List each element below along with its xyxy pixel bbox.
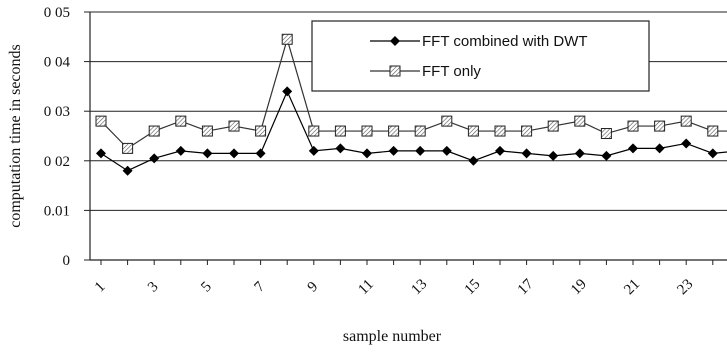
- x-tick-label: 21: [621, 276, 643, 298]
- x-tick-label: 7: [251, 279, 268, 296]
- legend: FFT combined with DWT FFT only: [312, 21, 649, 91]
- x-tick-label: 1: [92, 279, 109, 296]
- fft-only-point: [123, 143, 133, 153]
- legend-marker-fft-only: [390, 66, 400, 76]
- x-tick-label: 3: [145, 279, 162, 296]
- fft-only-point: [282, 34, 292, 44]
- x-tick-label: 17: [515, 276, 537, 298]
- fft-dwt-point: [495, 146, 505, 156]
- fft-dwt-point: [309, 146, 319, 156]
- fft-dwt-point: [522, 148, 532, 158]
- fft-dwt-point: [601, 151, 611, 161]
- fft-dwt-point: [575, 148, 585, 158]
- fft-dwt-point: [335, 143, 345, 153]
- x-tick-label: 11: [355, 276, 377, 298]
- fft-dwt-point: [176, 146, 186, 156]
- fft-only-point: [548, 121, 558, 131]
- fft-only-point: [522, 126, 532, 136]
- fft-only-point: [655, 121, 665, 131]
- legend-box: [312, 21, 649, 91]
- y-tick-label: 0.01: [44, 203, 70, 219]
- fft-only-point: [468, 126, 478, 136]
- fft-only-point: [495, 126, 505, 136]
- y-tick-label: 0: [63, 253, 71, 269]
- x-tick-label: 5: [198, 279, 215, 296]
- x-tick-label: 9: [305, 279, 322, 296]
- fft-only-point: [601, 129, 611, 139]
- fft-only-point: [389, 126, 399, 136]
- fft-dwt-point: [149, 153, 159, 163]
- x-axis-title: sample number: [343, 328, 442, 345]
- x-tick-label: 19: [568, 276, 590, 298]
- x-tick-label: 15: [462, 276, 484, 298]
- fft-only-point: [575, 116, 585, 126]
- fft-only-point: [149, 126, 159, 136]
- fft-dwt-point: [362, 148, 372, 158]
- fft-dwt-point: [442, 146, 452, 156]
- y-axis-title: computation time in seconds: [7, 44, 24, 228]
- fft-dwt-point: [415, 146, 425, 156]
- fft-dwt-point: [256, 148, 266, 158]
- fft-only-point: [96, 116, 106, 126]
- fft-only-point: [256, 126, 266, 136]
- fft-dwt-point: [229, 148, 239, 158]
- x-tick-label: 13: [408, 276, 430, 298]
- fft-dwt-point: [708, 148, 718, 158]
- fft-only-point: [628, 121, 638, 131]
- legend-label-fft-only: FFT only: [422, 63, 481, 80]
- fft-dwt-point: [389, 146, 399, 156]
- fft-dwt-point: [202, 148, 212, 158]
- fft-only-point: [202, 126, 212, 136]
- fft-only-point: [708, 126, 718, 136]
- fft-only-point: [415, 126, 425, 136]
- y-tick-label: 0 05: [44, 5, 70, 21]
- y-tick-label: 0 02: [44, 154, 70, 170]
- fft-dwt-point: [468, 156, 478, 166]
- fft-dwt-point: [96, 148, 106, 158]
- fft-only-point: [681, 116, 691, 126]
- fft-dwt-point: [548, 151, 558, 161]
- fft-only-point: [176, 116, 186, 126]
- fft-dwt-point: [681, 138, 691, 148]
- fft-dwt-point: [628, 143, 638, 153]
- fft-only-point: [229, 121, 239, 131]
- fft-only-point: [335, 126, 345, 136]
- y-tick-label: 0 04: [44, 55, 71, 71]
- fft-dwt-point: [282, 86, 292, 96]
- fft-only-point: [362, 126, 372, 136]
- fft-only-point: [442, 116, 452, 126]
- fft-only-point: [309, 126, 319, 136]
- x-tick-label: 23: [674, 276, 696, 298]
- legend-label-fft-dwt: FFT combined with DWT: [422, 33, 588, 50]
- fft-dwt-point: [123, 166, 133, 176]
- y-tick-label: 0 03: [44, 104, 70, 120]
- fft-dwt-point: [655, 143, 665, 153]
